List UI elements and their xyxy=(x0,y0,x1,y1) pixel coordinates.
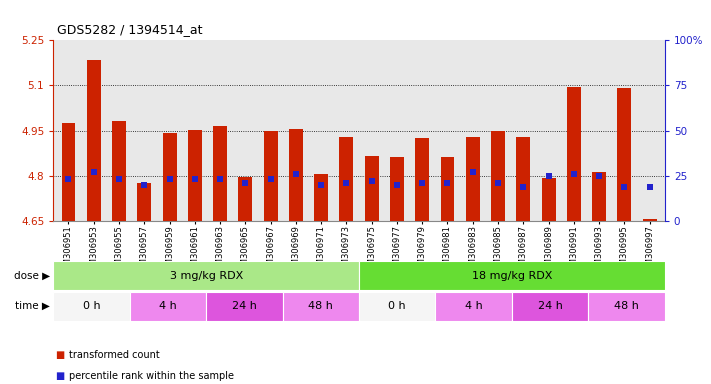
Bar xyxy=(87,60,101,221)
Text: 24 h: 24 h xyxy=(232,301,257,311)
Text: 4 h: 4 h xyxy=(465,301,483,311)
Point xyxy=(341,180,352,186)
Text: time ▶: time ▶ xyxy=(15,301,50,311)
Point xyxy=(442,180,453,186)
Text: transformed count: transformed count xyxy=(69,350,160,360)
Bar xyxy=(238,177,252,221)
Bar xyxy=(435,292,512,321)
Bar xyxy=(592,172,606,221)
Text: dose ▶: dose ▶ xyxy=(14,270,50,281)
Bar xyxy=(206,292,283,321)
Point xyxy=(366,178,378,184)
Bar xyxy=(567,87,581,221)
Point xyxy=(594,173,605,179)
Bar xyxy=(314,174,328,221)
Bar xyxy=(516,137,530,221)
Bar xyxy=(415,138,429,221)
Bar xyxy=(589,292,665,321)
Bar xyxy=(188,130,202,221)
Point xyxy=(543,173,555,179)
Text: 3 mg/kg RDX: 3 mg/kg RDX xyxy=(169,270,243,281)
Bar xyxy=(359,292,435,321)
Point xyxy=(417,180,428,186)
Text: 18 mg/kg RDX: 18 mg/kg RDX xyxy=(471,270,552,281)
Bar xyxy=(53,292,129,321)
Bar xyxy=(112,121,126,221)
Bar xyxy=(491,131,505,221)
Point xyxy=(492,180,503,186)
Point xyxy=(391,182,402,188)
Bar xyxy=(466,137,480,221)
Point xyxy=(63,176,74,182)
Bar xyxy=(617,88,631,221)
Point xyxy=(139,182,150,188)
Text: GDS5282 / 1394514_at: GDS5282 / 1394514_at xyxy=(57,23,203,36)
Point xyxy=(88,169,100,175)
Bar xyxy=(163,133,176,221)
Point xyxy=(619,184,630,190)
Point xyxy=(467,169,479,175)
Bar xyxy=(542,178,555,221)
Point xyxy=(164,176,175,182)
Bar xyxy=(512,292,589,321)
Point xyxy=(240,180,251,186)
Text: 24 h: 24 h xyxy=(538,301,562,311)
Text: 0 h: 0 h xyxy=(388,301,406,311)
Bar xyxy=(390,157,404,221)
Bar xyxy=(53,261,359,290)
Bar xyxy=(643,219,656,221)
Text: ■: ■ xyxy=(55,371,65,381)
Bar xyxy=(213,126,227,221)
Bar xyxy=(441,157,454,221)
Point xyxy=(113,176,124,182)
Point xyxy=(265,176,277,182)
Text: 0 h: 0 h xyxy=(82,301,100,311)
Bar xyxy=(359,261,665,290)
Text: 48 h: 48 h xyxy=(614,301,639,311)
Text: percentile rank within the sample: percentile rank within the sample xyxy=(69,371,234,381)
Point xyxy=(518,184,529,190)
Text: 48 h: 48 h xyxy=(309,301,333,311)
Point xyxy=(189,176,201,182)
Bar xyxy=(365,156,379,221)
Text: 4 h: 4 h xyxy=(159,301,177,311)
Bar xyxy=(62,123,75,221)
Point xyxy=(215,176,226,182)
Bar xyxy=(137,183,151,221)
Point xyxy=(316,182,327,188)
Bar xyxy=(339,137,353,221)
Point xyxy=(290,171,301,177)
Bar xyxy=(283,292,359,321)
Point xyxy=(568,171,579,177)
Bar xyxy=(289,129,303,221)
Point xyxy=(644,184,656,190)
Bar xyxy=(129,292,206,321)
Text: ■: ■ xyxy=(55,350,65,360)
Bar xyxy=(264,131,277,221)
